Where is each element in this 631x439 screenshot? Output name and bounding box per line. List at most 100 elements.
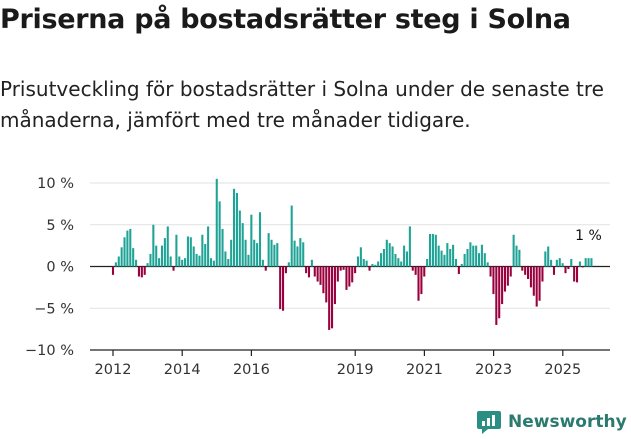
bar [509,266,512,277]
bar [397,258,400,267]
bar [166,226,169,267]
bar [492,266,495,295]
bar [149,253,152,267]
bar [535,266,538,307]
brand-name: Newsworthy [508,412,627,432]
bar [521,266,524,271]
bar [215,178,218,267]
bar [400,261,403,267]
bar [204,243,207,267]
bar [581,266,584,268]
bar [302,242,305,267]
bar [466,248,469,267]
bar [339,266,342,271]
bar [135,259,138,267]
bar [483,253,486,267]
bar [547,246,550,267]
bar [244,239,247,267]
bar [195,253,198,267]
bar [475,245,478,267]
bar [575,266,579,283]
bar [201,234,204,267]
bar [570,258,573,267]
bar [227,258,230,267]
bar [524,266,527,275]
bar [207,226,210,267]
bar [264,266,267,271]
y-tick-label: −10 % [25,343,74,359]
bar [114,262,117,267]
bar [325,266,328,303]
bar [273,244,276,267]
bar [371,264,374,267]
bar [235,193,238,267]
bar [377,261,380,267]
bar [437,245,440,267]
bars [111,178,593,330]
bar [146,263,149,267]
bar [230,239,233,267]
bar [359,247,362,267]
bar [405,251,409,267]
bar [247,254,250,267]
bar [276,243,279,267]
bar [267,233,270,267]
bar [305,266,308,274]
bar [198,255,201,267]
bar [140,266,143,278]
bar [460,264,463,267]
bar [126,230,129,267]
bar [175,234,178,267]
bar [408,226,411,267]
bar [590,258,593,267]
bar [380,253,383,267]
bar [414,266,417,275]
bar [282,266,285,311]
bar [552,266,556,275]
bar [296,246,299,267]
bar [578,261,581,267]
bar [117,256,120,267]
bar [120,247,123,267]
bar [129,228,132,267]
bar [411,266,414,271]
bar [434,234,437,267]
bar [132,248,135,267]
bar [394,253,397,267]
bar [541,266,544,282]
last-value-label: 1 % [575,228,602,244]
bar [452,244,455,267]
bar [178,256,181,267]
brand-logo: Newsworthy [476,409,627,435]
newsworthy-logo-icon [477,411,501,434]
x-tick-label: 2012 [95,362,132,378]
chart-subtitle: Prisutveckling för bostadsrätter i Solna… [0,77,604,132]
y-tick-label: −5 % [34,301,74,317]
bar [111,266,115,275]
bar [420,266,423,295]
bar [137,266,140,277]
bar [123,237,126,267]
bar [290,205,293,267]
bar [480,244,483,267]
bar [385,239,388,267]
bar [158,258,161,267]
bar [573,266,576,282]
bar [313,266,316,277]
bar [472,245,475,267]
bar [486,262,489,267]
bar [469,242,472,267]
bar [382,248,385,267]
bar [564,266,567,274]
x-tick-label: 2014 [164,362,201,378]
bar [443,254,446,267]
bar [518,249,521,267]
bar [331,266,334,329]
bar [426,258,429,267]
bar [454,258,458,267]
bar [238,210,241,267]
bar [515,245,518,267]
chart-title: Priserna på bostadsrätter steg i Solna [0,4,571,35]
y-tick-label: 0 % [46,260,74,276]
bar [143,266,146,275]
